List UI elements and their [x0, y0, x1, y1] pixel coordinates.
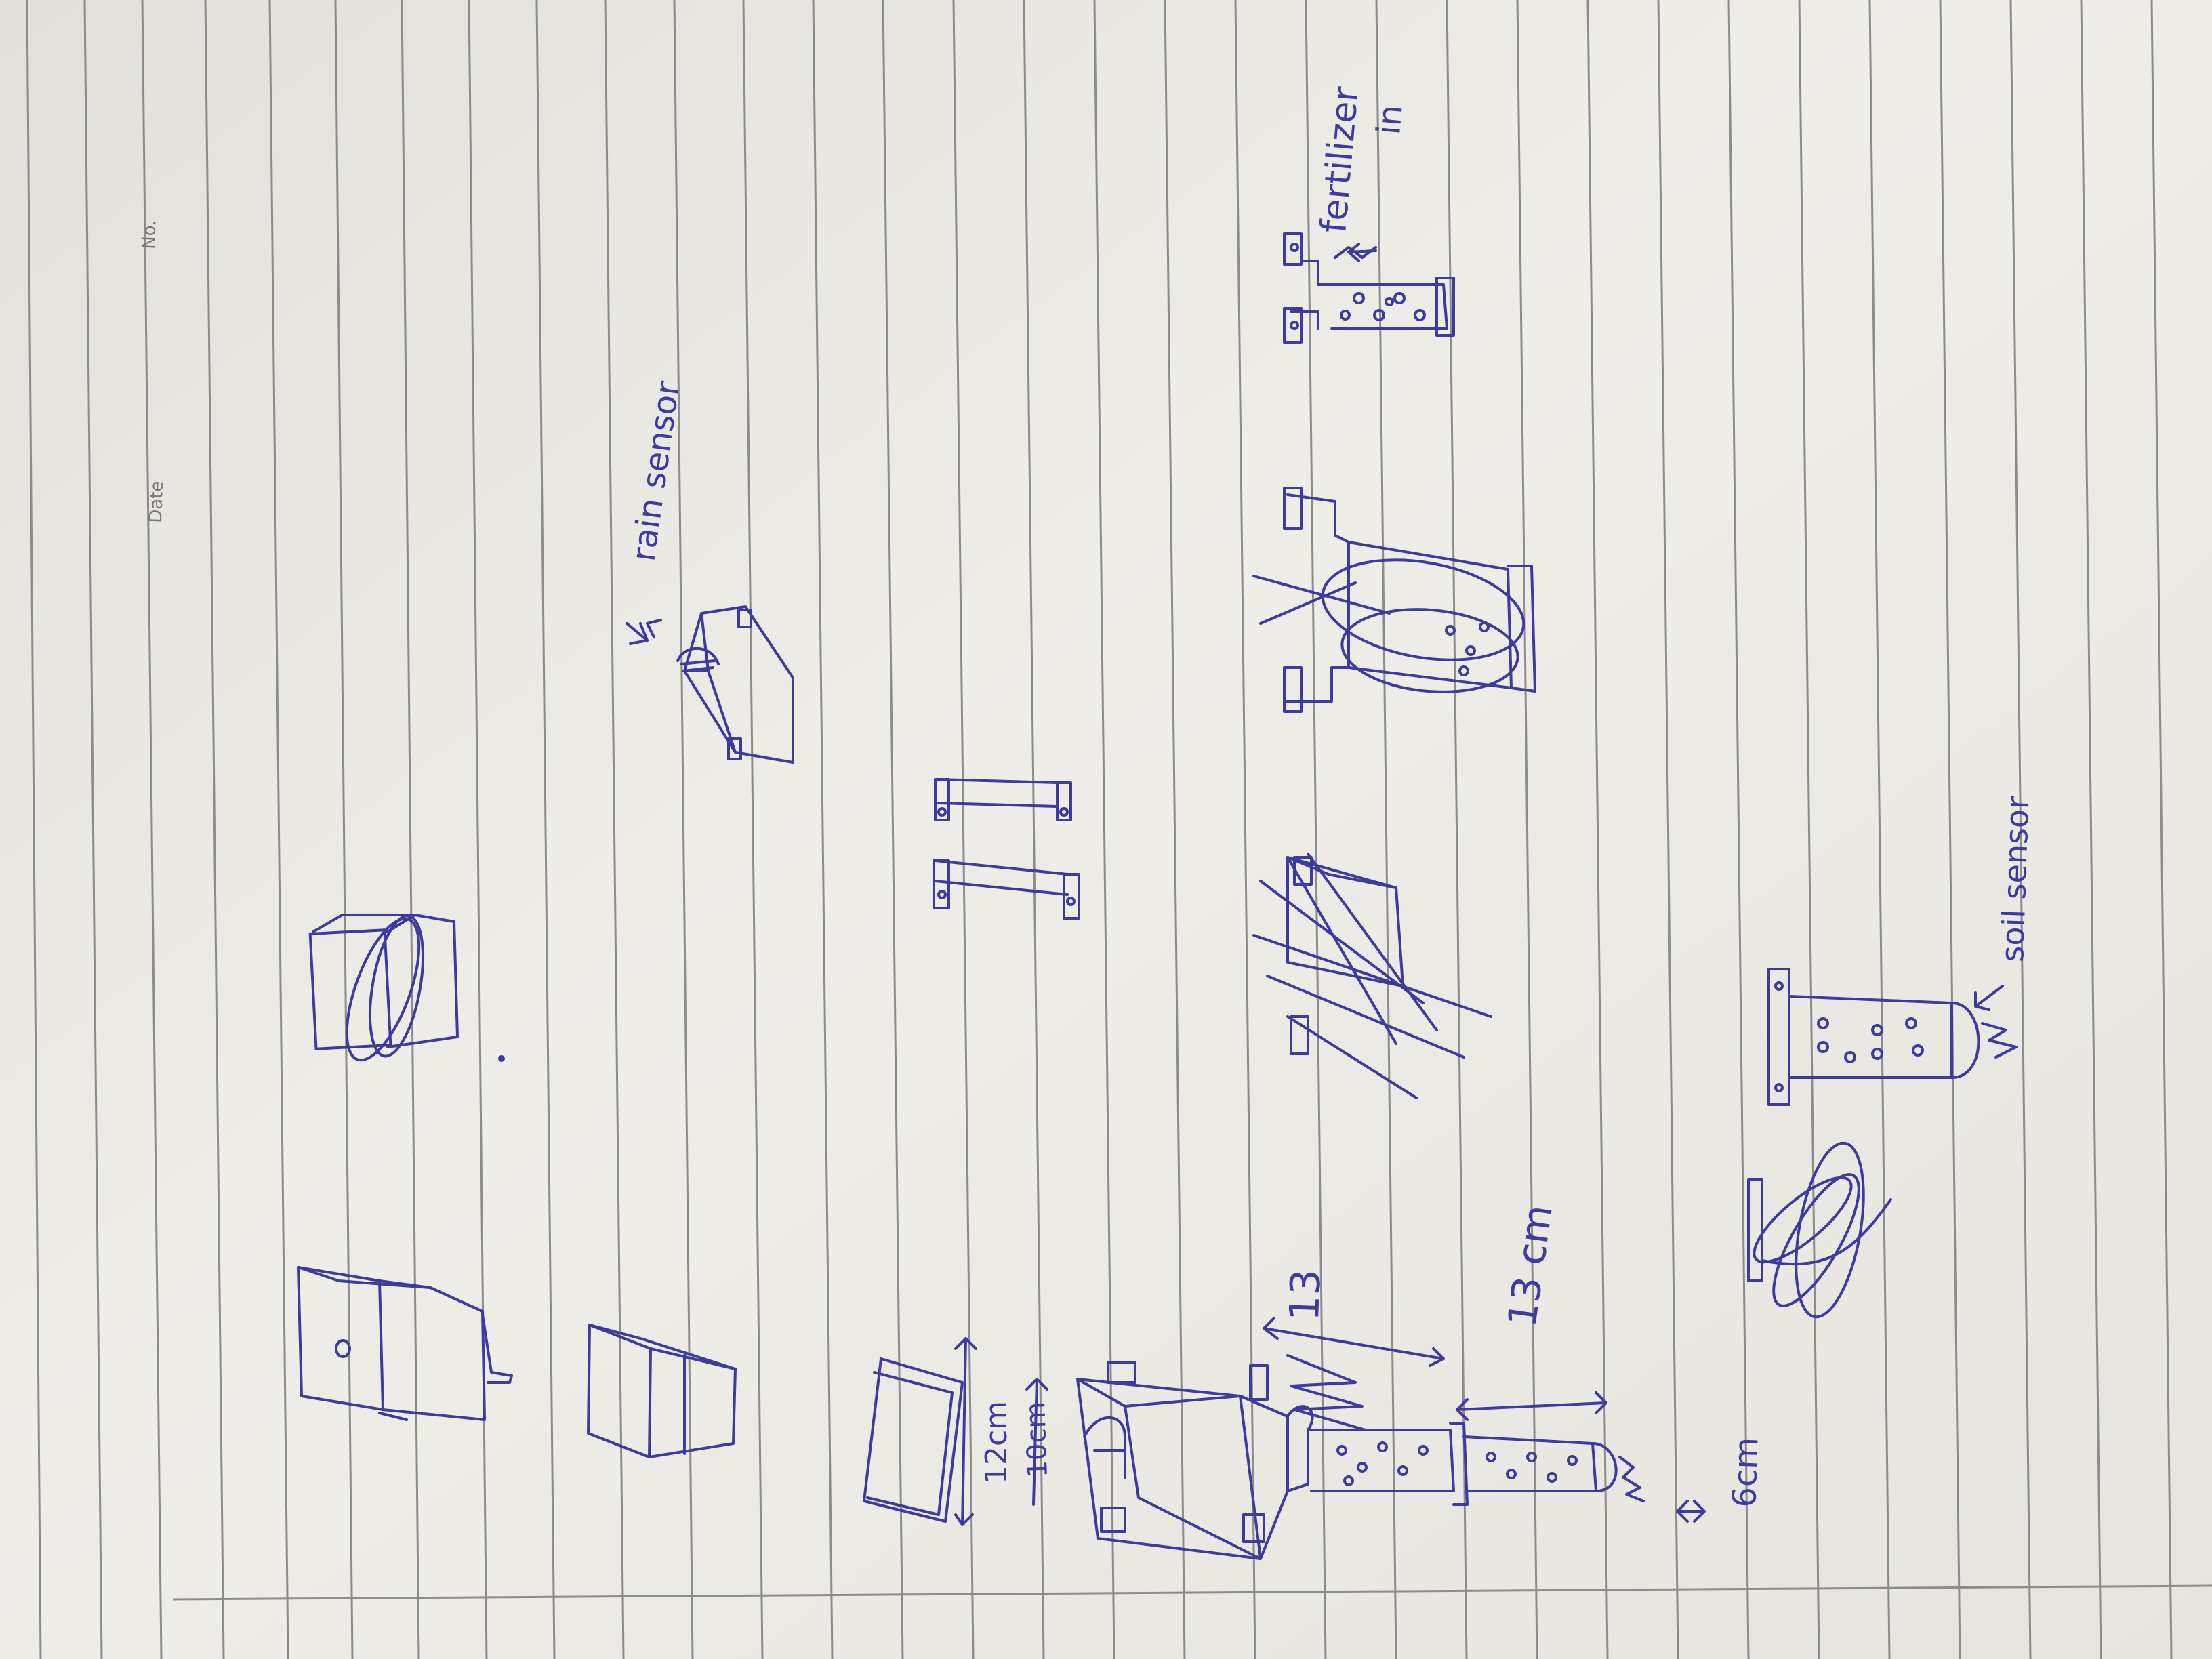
funnel-sketch: [1252, 487, 1536, 713]
scribbled-out-sketch: [1252, 853, 1492, 1099]
dim-label-6cm: 6cm: [1725, 1437, 1766, 1509]
bracket-sketch: [933, 778, 1080, 920]
plate-sketch: [863, 1357, 964, 1523]
soil-sensor-label: soil sensor: [1994, 796, 2036, 963]
dim-arrow-10cm: [1025, 1378, 1048, 1506]
pen-dot: [498, 1055, 505, 1062]
soil-sensor-sketch: [1767, 968, 2018, 1106]
dim-arrow-13: [1263, 1317, 1445, 1367]
box-sketch-a: [297, 1266, 513, 1421]
dim-arrow-12cm: [954, 1337, 977, 1526]
no-label: No.: [139, 220, 160, 249]
rain-sensor-arrow: [626, 622, 649, 645]
dim-label-10cm: 10cm: [1020, 1401, 1054, 1478]
dim-label-13: 13: [1281, 1269, 1330, 1322]
dim-arrow-6cm: [1676, 1500, 1706, 1523]
date-label: Date: [146, 480, 167, 523]
fertilizer-arrow: [1347, 243, 1377, 262]
bottom-margin-line: [172, 1584, 2212, 1601]
box-sketch-small: [587, 1324, 737, 1458]
fertilizer-dispenser-sketch: [1283, 232, 1455, 344]
scribbled-small-sketch: [1747, 1141, 1892, 1319]
dim-arrow-13cm: [1456, 1391, 1607, 1421]
rain-sensor-sketch: [646, 605, 794, 764]
main-assembly-sketch: [1076, 1354, 1645, 1560]
soil-sensor-arrow: [1974, 985, 2004, 1011]
dim-label-12cm: 12cm: [979, 1401, 1014, 1484]
fertilizer-label-line2: in: [1370, 104, 1410, 136]
scribbled-box-sketch: [308, 914, 459, 1062]
ruled-lines: [26, 0, 2173, 1659]
